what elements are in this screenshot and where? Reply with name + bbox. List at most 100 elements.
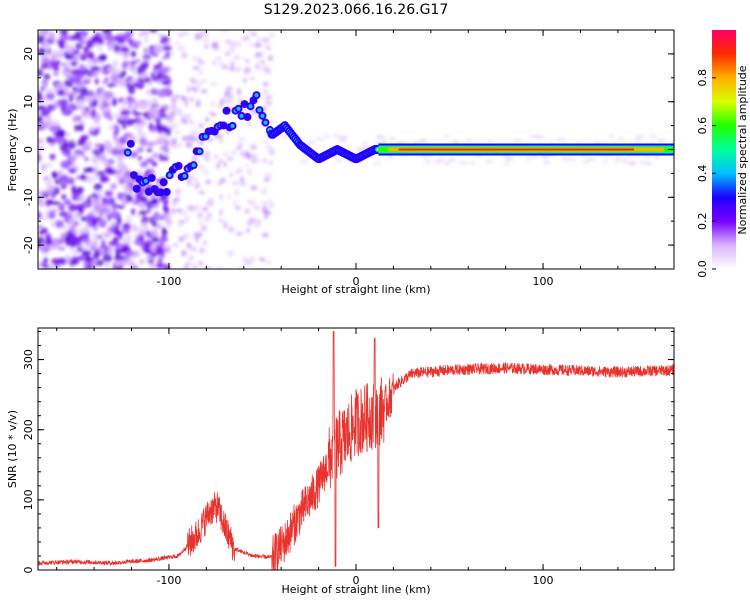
noise-blob (221, 64, 229, 69)
noise-blob (484, 160, 494, 164)
noise-blob (168, 212, 172, 217)
noise-blob (41, 56, 50, 64)
noise-blob (126, 177, 131, 184)
noise-blob (61, 98, 68, 108)
noise-blob (162, 155, 169, 161)
noise-blob (338, 136, 345, 140)
noise-blob (125, 233, 131, 242)
ridge-blob-inner (224, 108, 229, 113)
noise-blob (54, 59, 61, 66)
noise-blob (118, 177, 127, 185)
noise-blob (169, 50, 174, 57)
noise-blob (92, 42, 101, 47)
noise-blob (181, 249, 187, 257)
noise-blob (48, 264, 55, 269)
noise-blob (117, 97, 125, 103)
noise-blob (181, 135, 190, 142)
noise-blob (244, 163, 250, 167)
noise-blob (250, 76, 255, 81)
noise-blob (203, 216, 211, 223)
noise-blob (112, 212, 120, 220)
noise-blob (166, 118, 172, 123)
noise-blob (248, 121, 252, 128)
noise-blob (112, 236, 120, 243)
noise-blob (177, 109, 183, 116)
noise-blob (205, 179, 211, 185)
noise-blob (102, 253, 113, 263)
noise-blob (197, 60, 206, 65)
noise-blob (111, 97, 118, 107)
noise-blob (162, 204, 168, 211)
noise-blob (58, 202, 64, 210)
noise-blob (248, 199, 257, 206)
noise-blob (78, 86, 88, 95)
noise-blob (68, 203, 78, 212)
noise-blob (122, 122, 127, 130)
noise-blob (248, 30, 252, 35)
noise-blob (106, 115, 114, 121)
noise-blob (88, 167, 94, 173)
noise-blob (253, 206, 259, 210)
noise-blob (436, 158, 446, 162)
noise-blob (44, 209, 50, 215)
noise-blob (38, 262, 42, 268)
noise-blob (206, 200, 215, 207)
noise-blob (92, 99, 99, 107)
noise-blob (223, 150, 229, 158)
noise-blob (38, 106, 43, 111)
noise-blob (150, 140, 160, 146)
noise-blob (61, 193, 67, 200)
noise-blob (161, 132, 169, 138)
noise-blob (90, 197, 100, 203)
noise-blob (91, 240, 99, 249)
noise-blob (176, 208, 183, 213)
noise-blob (138, 259, 145, 265)
noise-blob (235, 169, 240, 175)
noise-blob (39, 243, 49, 248)
noise-blob (261, 88, 269, 96)
noise-blob (170, 103, 177, 109)
noise-blob (222, 96, 228, 103)
noise-blob (98, 104, 106, 111)
noise-blob (68, 153, 79, 159)
noise-blob (229, 97, 235, 104)
noise-blob (52, 124, 58, 133)
noise-blob (232, 41, 237, 46)
noise-blob (113, 112, 119, 118)
noise-blob (45, 199, 54, 204)
noise-blob (114, 242, 124, 249)
noise-blob (267, 95, 273, 99)
noise-blob (122, 222, 131, 230)
noise-blob (133, 124, 143, 129)
ridge-blob-core (376, 148, 379, 151)
noise-blob (245, 67, 249, 74)
colorbar-tick-label: 0.4 (696, 165, 709, 183)
noise-blob (86, 262, 93, 269)
noise-blob (38, 153, 41, 162)
noise-blob (227, 88, 231, 95)
noise-blob (197, 220, 203, 225)
noise-blob (570, 158, 577, 162)
noise-blob (210, 81, 217, 87)
noise-blob (51, 238, 61, 247)
noise-blob (76, 246, 83, 253)
noise-blob (652, 155, 659, 159)
noise-blob (229, 173, 233, 177)
noise-blob (171, 202, 177, 207)
noise-blob (69, 76, 79, 83)
noise-blob (198, 123, 204, 128)
colorbar-tick-label: 0.6 (696, 117, 709, 135)
x-tick-label: -100 (156, 275, 181, 288)
noise-blob (184, 119, 188, 125)
noise-blob (65, 132, 71, 138)
noise-blob (194, 178, 198, 183)
noise-blob (146, 147, 153, 153)
noise-blob (38, 142, 42, 147)
noise-blob (333, 156, 340, 160)
noise-blob (608, 134, 614, 138)
noise-blob (249, 217, 256, 222)
noise-blob (165, 220, 172, 228)
y-tick-label: 0 (22, 567, 35, 574)
noise-blob (269, 203, 275, 208)
